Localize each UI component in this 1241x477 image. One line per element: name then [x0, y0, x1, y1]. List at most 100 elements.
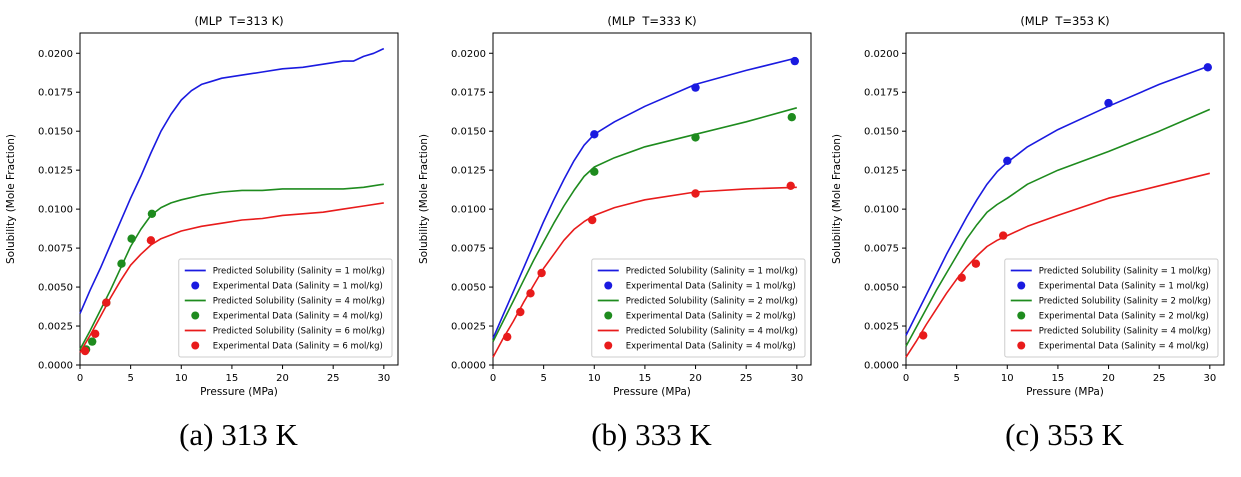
x-tick-label: 25	[327, 373, 340, 384]
y-axis: 0.0000 0.0025 0.0050 0.0075 0.0100 0.0125 0.01…	[864, 49, 906, 372]
legend-label: Predicted Solubility (Salinity = 4 mol/k…	[213, 297, 385, 307]
data-point	[691, 189, 700, 198]
chart-title: (MLP T=333 K)	[607, 14, 696, 28]
legend-label: Experimental Data (Salinity = 6 mol/kg)	[213, 342, 383, 352]
series-line-2	[79, 183, 384, 350]
y-tick-label: 0.0000	[38, 361, 73, 372]
x-tick-label: 0	[903, 373, 909, 384]
data-point	[80, 346, 90, 356]
x-tick-label: 15	[1052, 373, 1065, 384]
legend-label: Experimental Data (Salinity = 4 mol/kg)	[626, 342, 796, 352]
y-tick-label: 0.0175	[864, 88, 899, 99]
legend-label: Experimental Data (Salinity = 4 mol/kg)	[213, 312, 383, 322]
legend-dot-marker	[191, 341, 200, 350]
data-point	[691, 133, 700, 142]
legend-box	[178, 258, 393, 358]
x-tick-label: 30	[1203, 373, 1216, 384]
legend-dot-marker	[191, 281, 200, 290]
data-point	[919, 331, 928, 340]
series-line-0	[492, 57, 797, 339]
data-point	[146, 236, 156, 245]
series-points-3	[590, 113, 796, 176]
series-points-5	[919, 231, 1008, 340]
y-tick-label: 0.0000	[451, 361, 486, 372]
chart-313k: 0 5 10 15 20 25 30 0.0000 0.0025 0.0050 0.0075 0.01…	[5, 14, 399, 398]
legend: Predicted Solubility (Salinity = 1 mol/k…	[591, 258, 806, 358]
legend-label: Predicted Solubility (Salinity = 2 mol/k…	[626, 297, 798, 307]
caption-c: (c) 353 K	[1005, 417, 1124, 452]
y-tick-label: 0.0100	[38, 205, 73, 216]
data-point	[971, 259, 981, 268]
x-tick-label: 20	[276, 373, 289, 384]
y-tick-label: 0.0200	[38, 49, 73, 60]
data-point	[516, 307, 525, 317]
x-tick-label: 10	[1001, 373, 1014, 384]
axes-frame	[79, 32, 399, 366]
x-axis-label: Pressure (MPa)	[613, 386, 691, 398]
y-axis-label: Solubility (Mole Fraction)	[831, 134, 843, 264]
y-tick-label: 0.0025	[38, 322, 73, 333]
chart-panel-353k: 0 5 10 15 20 25 30 0.0000 0.0025 0.0050 0.0075 0.01…	[826, 0, 1239, 453]
legend-label: Experimental Data (Salinity = 2 mol/kg)	[1039, 312, 1209, 322]
chart-353k: 0 5 10 15 20 25 30 0.0000 0.0025 0.0050 0.0075 0.01…	[831, 14, 1225, 398]
legend-label: Predicted Solubility (Salinity = 2 mol/k…	[1039, 297, 1211, 307]
legend-dot-marker	[604, 281, 613, 290]
x-tick-label: 15	[639, 373, 652, 384]
y-tick-label: 0.0175	[38, 88, 73, 99]
data-point	[787, 113, 796, 122]
caption-b: (b) 333 K	[591, 417, 712, 452]
x-tick-label: 5	[540, 373, 546, 384]
data-point	[1203, 63, 1212, 72]
x-tick-label: 5	[953, 373, 959, 384]
y-tick-label: 0.0000	[864, 361, 899, 372]
x-axis-label: Pressure (MPa)	[1026, 386, 1104, 398]
data-point	[91, 329, 100, 338]
x-tick-label: 20	[1102, 373, 1115, 384]
legend-box	[1004, 258, 1219, 358]
x-tick-label: 25	[740, 373, 753, 384]
data-point	[1003, 156, 1012, 165]
x-tick-label: 15	[226, 373, 239, 384]
y-tick-label: 0.0025	[451, 322, 486, 333]
y-tick-label: 0.0150	[38, 127, 73, 138]
y-tick-label: 0.0200	[864, 49, 899, 60]
legend-label: Experimental Data (Salinity = 1 mol/kg)	[626, 282, 796, 292]
x-axis: 0 5 10 15 20 25 30	[77, 365, 390, 384]
chart-panel-333k: 0 5 10 15 20 25 30 0.0000 0.0025 0.0050 0.0075 0.01…	[413, 0, 826, 453]
legend-dot-marker	[1017, 341, 1026, 350]
legend: Predicted Solubility (Salinity = 1 mol/k…	[1004, 258, 1219, 358]
x-axis-label: Pressure (MPa)	[200, 386, 278, 398]
legend-label: Experimental Data (Salinity = 1 mol/kg)	[213, 282, 383, 292]
data-point	[102, 298, 111, 307]
series-line-2	[905, 108, 1211, 347]
series-line-4	[79, 202, 384, 353]
legend-label: Predicted Solubility (Salinity = 6 mol/k…	[213, 327, 385, 337]
series-line-0	[905, 64, 1211, 336]
legend-dot-marker	[1017, 281, 1026, 290]
legend-label: Predicted Solubility (Salinity = 1 mol/k…	[1039, 267, 1211, 277]
caption-a: (a) 313 K	[179, 417, 298, 452]
legend-dot-marker	[604, 341, 613, 350]
series-line-4	[905, 172, 1210, 358]
x-tick-label: 25	[1153, 373, 1166, 384]
legend-dot-marker	[191, 311, 200, 320]
legend-label: Experimental Data (Salinity = 1 mol/kg)	[1039, 282, 1209, 292]
legend-label: Predicted Solubility (Salinity = 1 mol/k…	[626, 267, 798, 277]
legend-dot-marker	[1017, 311, 1026, 320]
series-points-1	[1003, 63, 1212, 165]
data-point	[147, 209, 157, 218]
y-tick-label: 0.0125	[38, 166, 73, 177]
data-point	[88, 337, 97, 346]
data-point	[117, 259, 126, 268]
x-axis: 0 5 10 15 20 25 30	[903, 365, 1216, 384]
legend-label: Experimental Data (Salinity = 4 mol/kg)	[1039, 342, 1209, 352]
y-axis-label: Solubility (Mole Fraction)	[5, 134, 17, 264]
legend-label: Predicted Solubility (Salinity = 1 mol/k…	[213, 267, 385, 277]
y-tick-label: 0.0125	[864, 166, 899, 177]
series-line-2	[492, 107, 798, 342]
series-points-5	[80, 236, 156, 356]
y-tick-label: 0.0050	[38, 283, 73, 294]
data-point	[526, 289, 535, 298]
series-points-1	[590, 56, 799, 139]
